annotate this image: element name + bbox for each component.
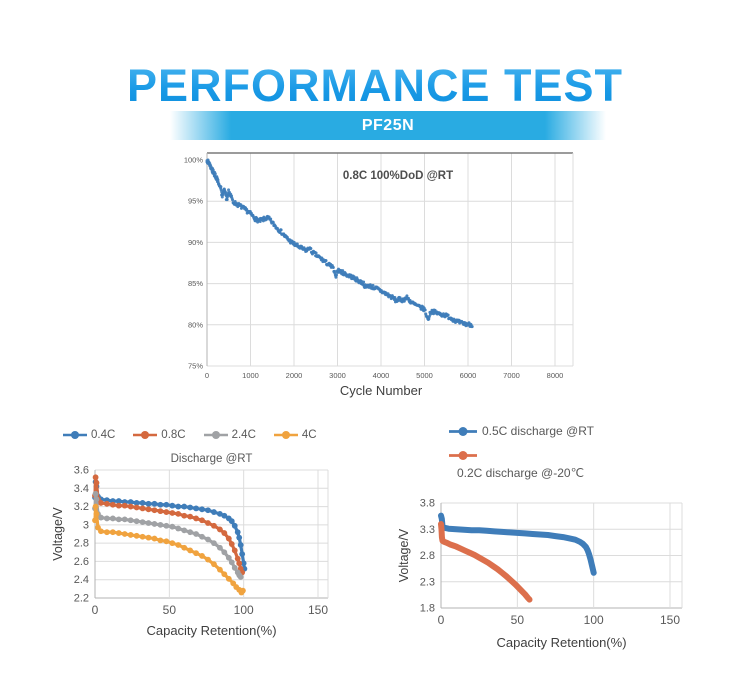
svg-text:5000: 5000 (416, 371, 433, 380)
legend-marker-0-2c-lt-icon (449, 451, 477, 460)
svg-text:150: 150 (660, 613, 680, 627)
svg-text:80%: 80% (188, 320, 203, 329)
svg-text:2.4: 2.4 (74, 574, 89, 586)
svg-text:2.3: 2.3 (420, 576, 435, 588)
legend-item-0-2c-lt-marker (448, 450, 594, 461)
svg-text:50: 50 (511, 613, 525, 627)
svg-text:2.8: 2.8 (74, 538, 89, 550)
svg-text:3: 3 (83, 519, 89, 531)
svg-text:3.2: 3.2 (74, 501, 89, 513)
model-banner-label: PF25N (361, 116, 415, 134)
legend-label-4c: 4C (301, 429, 317, 441)
svg-text:90%: 90% (188, 238, 203, 247)
svg-text:Voltage/V: Voltage/V (51, 507, 65, 561)
svg-text:3.4: 3.4 (74, 483, 89, 495)
svg-text:1000: 1000 (242, 371, 259, 380)
legend-label-2-4c: 2.4C (231, 429, 256, 441)
svg-text:100%: 100% (184, 156, 204, 165)
svg-text:2.8: 2.8 (420, 550, 435, 562)
legend-marker-0-8c-icon (133, 431, 158, 439)
svg-text:1.8: 1.8 (420, 603, 435, 615)
model-banner: PF25N (170, 111, 606, 140)
legend-marker-2-4c-icon (203, 431, 228, 439)
cycle-life-chart: 0 1000 2000 3000 4000 5000 6000 7000 8000 100% 95%… (184, 152, 574, 398)
svg-text:85%: 85% (188, 279, 203, 288)
legend-item-4c: 4C (273, 429, 317, 441)
svg-text:4000: 4000 (373, 371, 390, 380)
legend-label-0-5c-rt: 0.5C discharge @RT (482, 424, 595, 438)
legend-marker-0-5c-rt-icon (449, 426, 477, 436)
svg-text:3.3: 3.3 (420, 524, 435, 536)
svg-text:Capacity Retention(%): Capacity Retention(%) (146, 623, 276, 638)
svg-text:0: 0 (92, 603, 99, 617)
svg-text:2.2: 2.2 (74, 593, 89, 605)
legend-marker-4c-icon (273, 431, 298, 439)
svg-text:150: 150 (308, 603, 328, 617)
svg-text:8000: 8000 (547, 371, 564, 380)
svg-text:Cycle Number: Cycle Number (340, 383, 423, 398)
legend-label-0-4c: 0.4C (91, 429, 116, 441)
svg-text:0.8C 100%DoD @RT: 0.8C 100%DoD @RT (343, 170, 453, 182)
legend-label-0-2c-lt: 0.2C discharge @-20℃ (457, 466, 585, 480)
legend-marker-0-4c-icon (63, 431, 87, 439)
svg-text:7000: 7000 (503, 371, 520, 380)
svg-text:2.6: 2.6 (74, 556, 89, 568)
svg-text:0: 0 (438, 613, 445, 627)
low-temp-discharge-chart: 3.8 3.3 2.8 2.3 1.80 50 100 150 Capacity Retenti… (398, 498, 683, 650)
svg-text:2000: 2000 (286, 371, 303, 380)
svg-text:50: 50 (163, 603, 177, 617)
legend-item-0-4c: 0.4C (62, 429, 115, 441)
low-temp-legend: 0.5C discharge @RT 0.2C discharge @-20℃ (448, 424, 594, 480)
svg-text:75%: 75% (188, 362, 203, 371)
legend-item-0-5c-rt: 0.5C discharge @RT (448, 424, 594, 438)
svg-text:Discharge @RT: Discharge @RT (171, 453, 253, 465)
legend-item-2-4c: 2.4C (203, 429, 256, 441)
legend-item-0-8c: 0.8C (132, 429, 186, 441)
svg-text:3.8: 3.8 (420, 498, 435, 510)
legend-label-0-8c: 0.8C (161, 429, 186, 441)
svg-text:100: 100 (584, 613, 604, 627)
svg-text:0: 0 (205, 371, 209, 380)
svg-text:95%: 95% (188, 197, 203, 206)
discharge-rt-legend: 0.4C 0.8C 2.4C 4C (62, 429, 317, 441)
svg-text:Voltage/V: Voltage/V (398, 528, 411, 582)
svg-text:100: 100 (234, 603, 254, 617)
svg-text:3.6: 3.6 (74, 465, 89, 477)
svg-text:Capacity Retention(%): Capacity Retention(%) (496, 635, 626, 650)
page-title: PERFORMANCE TEST (0, 60, 750, 112)
discharge-rt-chart: 3.6 3.4 3.2 3 2.8 2.6 2.4 2.20 50 100 150 Discharge… (51, 453, 329, 638)
svg-text:6000: 6000 (460, 371, 477, 380)
svg-text:3000: 3000 (329, 371, 346, 380)
